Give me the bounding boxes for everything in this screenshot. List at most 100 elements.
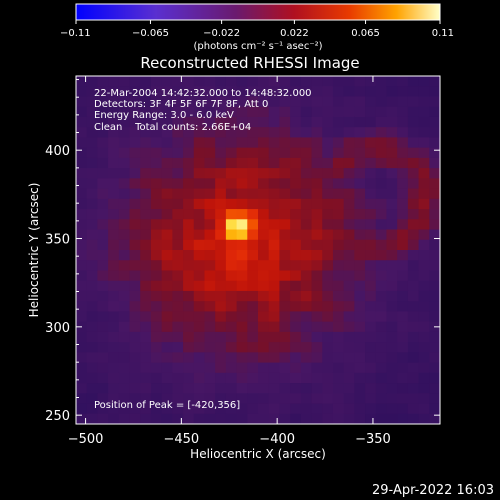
heatmap-cell — [225, 147, 237, 159]
heatmap-cell — [225, 413, 237, 425]
annotation-detectors: Detectors: 3F 4F 5F 6F 7F 8F, Att 0 — [94, 99, 268, 110]
heatmap-cell — [386, 260, 398, 271]
heatmap-cell — [225, 137, 237, 149]
heatmap-cell — [118, 116, 130, 128]
heatmap-cell — [290, 96, 302, 108]
heatmap-cell — [108, 209, 120, 220]
heatmap-cell — [118, 301, 130, 312]
heatmap-cell — [172, 290, 184, 302]
heatmap-cell — [108, 331, 120, 343]
heatmap-cell — [183, 239, 195, 251]
heatmap-cell — [172, 157, 184, 169]
heatmap-cell — [343, 86, 355, 97]
heatmap-cell — [343, 76, 355, 87]
heatmap-cell — [108, 260, 120, 271]
heatmap-cell — [290, 147, 302, 159]
heatmap-cell — [279, 178, 291, 189]
heatmap-cell — [279, 96, 291, 108]
heatmap-cell — [247, 311, 259, 323]
heatmap-cell — [365, 321, 377, 333]
heatmap-cell — [375, 331, 387, 343]
heatmap-cell — [118, 127, 130, 138]
heatmap-cell — [97, 209, 109, 220]
heatmap-cell — [97, 301, 109, 312]
heatmap-cell — [204, 280, 216, 292]
heatmap-cell — [365, 127, 377, 138]
heatmap-cell — [225, 168, 237, 179]
heatmap-cell — [193, 86, 205, 97]
heatmap-cell — [375, 413, 387, 425]
heatmap-cell — [236, 321, 248, 333]
heatmap-cell — [429, 301, 441, 312]
heatmap-cell — [193, 137, 205, 149]
heatmap-cell — [150, 331, 163, 343]
heatmap-cell — [225, 321, 237, 333]
heatmap-cell — [311, 260, 323, 271]
heatmap-cell — [311, 106, 323, 118]
heatmap-cell — [407, 331, 419, 343]
heatmap-cell — [193, 239, 205, 251]
heatmap-cell — [429, 137, 441, 149]
heatmap-cell — [76, 168, 88, 179]
heatmap-cell — [236, 137, 248, 149]
heatmap-cell — [418, 116, 430, 128]
heatmap-cell — [397, 290, 409, 302]
heatmap-cell — [418, 198, 430, 210]
heatmap-cell — [300, 137, 312, 149]
heatmap-cell — [150, 311, 163, 323]
heatmap-cell — [258, 147, 270, 159]
heatmap-cell — [279, 137, 291, 149]
heatmap-cell — [322, 342, 334, 353]
heatmap-cell — [332, 393, 345, 404]
heatmap-cell — [204, 178, 216, 189]
heatmap-cell — [225, 352, 237, 363]
heatmap-cell — [76, 127, 88, 138]
heatmap-cell — [332, 86, 345, 97]
heatmap-cell — [354, 270, 366, 282]
heatmap-cell — [386, 209, 398, 220]
heatmap-cell — [354, 290, 366, 302]
heatmap-cell — [140, 342, 152, 353]
heatmap-cell — [193, 209, 205, 220]
heatmap-cell — [290, 168, 302, 179]
heatmap-cell — [375, 86, 387, 97]
heatmap-cell — [332, 229, 345, 241]
heatmap-cell — [150, 362, 163, 374]
heatmap-cell — [343, 393, 355, 404]
heatmap-cell — [279, 209, 291, 220]
heatmap-cell — [407, 168, 419, 179]
heatmap-cell — [97, 362, 109, 374]
heatmap-cell — [429, 116, 441, 128]
heatmap-cell — [386, 352, 398, 363]
heatmap-cell — [161, 280, 173, 292]
heatmap-cell — [118, 209, 130, 220]
heatmap-cell — [86, 270, 98, 282]
heatmap-cell — [172, 229, 184, 241]
heatmap-cell — [76, 147, 88, 159]
annotation-energy-range: Energy Range: 3.0 - 6.0 keV — [94, 110, 234, 121]
heatmap-cell — [418, 413, 430, 425]
heatmap-cell — [397, 168, 409, 179]
heatmap-cell — [322, 311, 334, 323]
heatmap-cell — [76, 280, 88, 292]
heatmap-cell — [247, 383, 259, 394]
heatmap-cell — [150, 219, 163, 230]
heatmap-cell — [161, 106, 173, 118]
heatmap-cell — [354, 198, 366, 210]
heatmap-cell — [225, 260, 237, 271]
heatmap-cell — [183, 280, 195, 292]
heatmap-cell — [343, 250, 355, 261]
heatmap-cell — [97, 311, 109, 323]
heatmap-cell — [332, 372, 345, 384]
heatmap-cell — [332, 383, 345, 394]
heatmap-cell — [108, 280, 120, 292]
heatmap-cell — [365, 301, 377, 312]
heatmap-cell — [204, 270, 216, 282]
heatmap-cell — [365, 393, 377, 404]
heatmap-cell — [129, 270, 141, 282]
heatmap-cell — [268, 393, 280, 404]
heatmap-cell — [193, 331, 205, 343]
heatmap-cell — [193, 168, 205, 179]
heatmap-cell — [108, 393, 120, 404]
